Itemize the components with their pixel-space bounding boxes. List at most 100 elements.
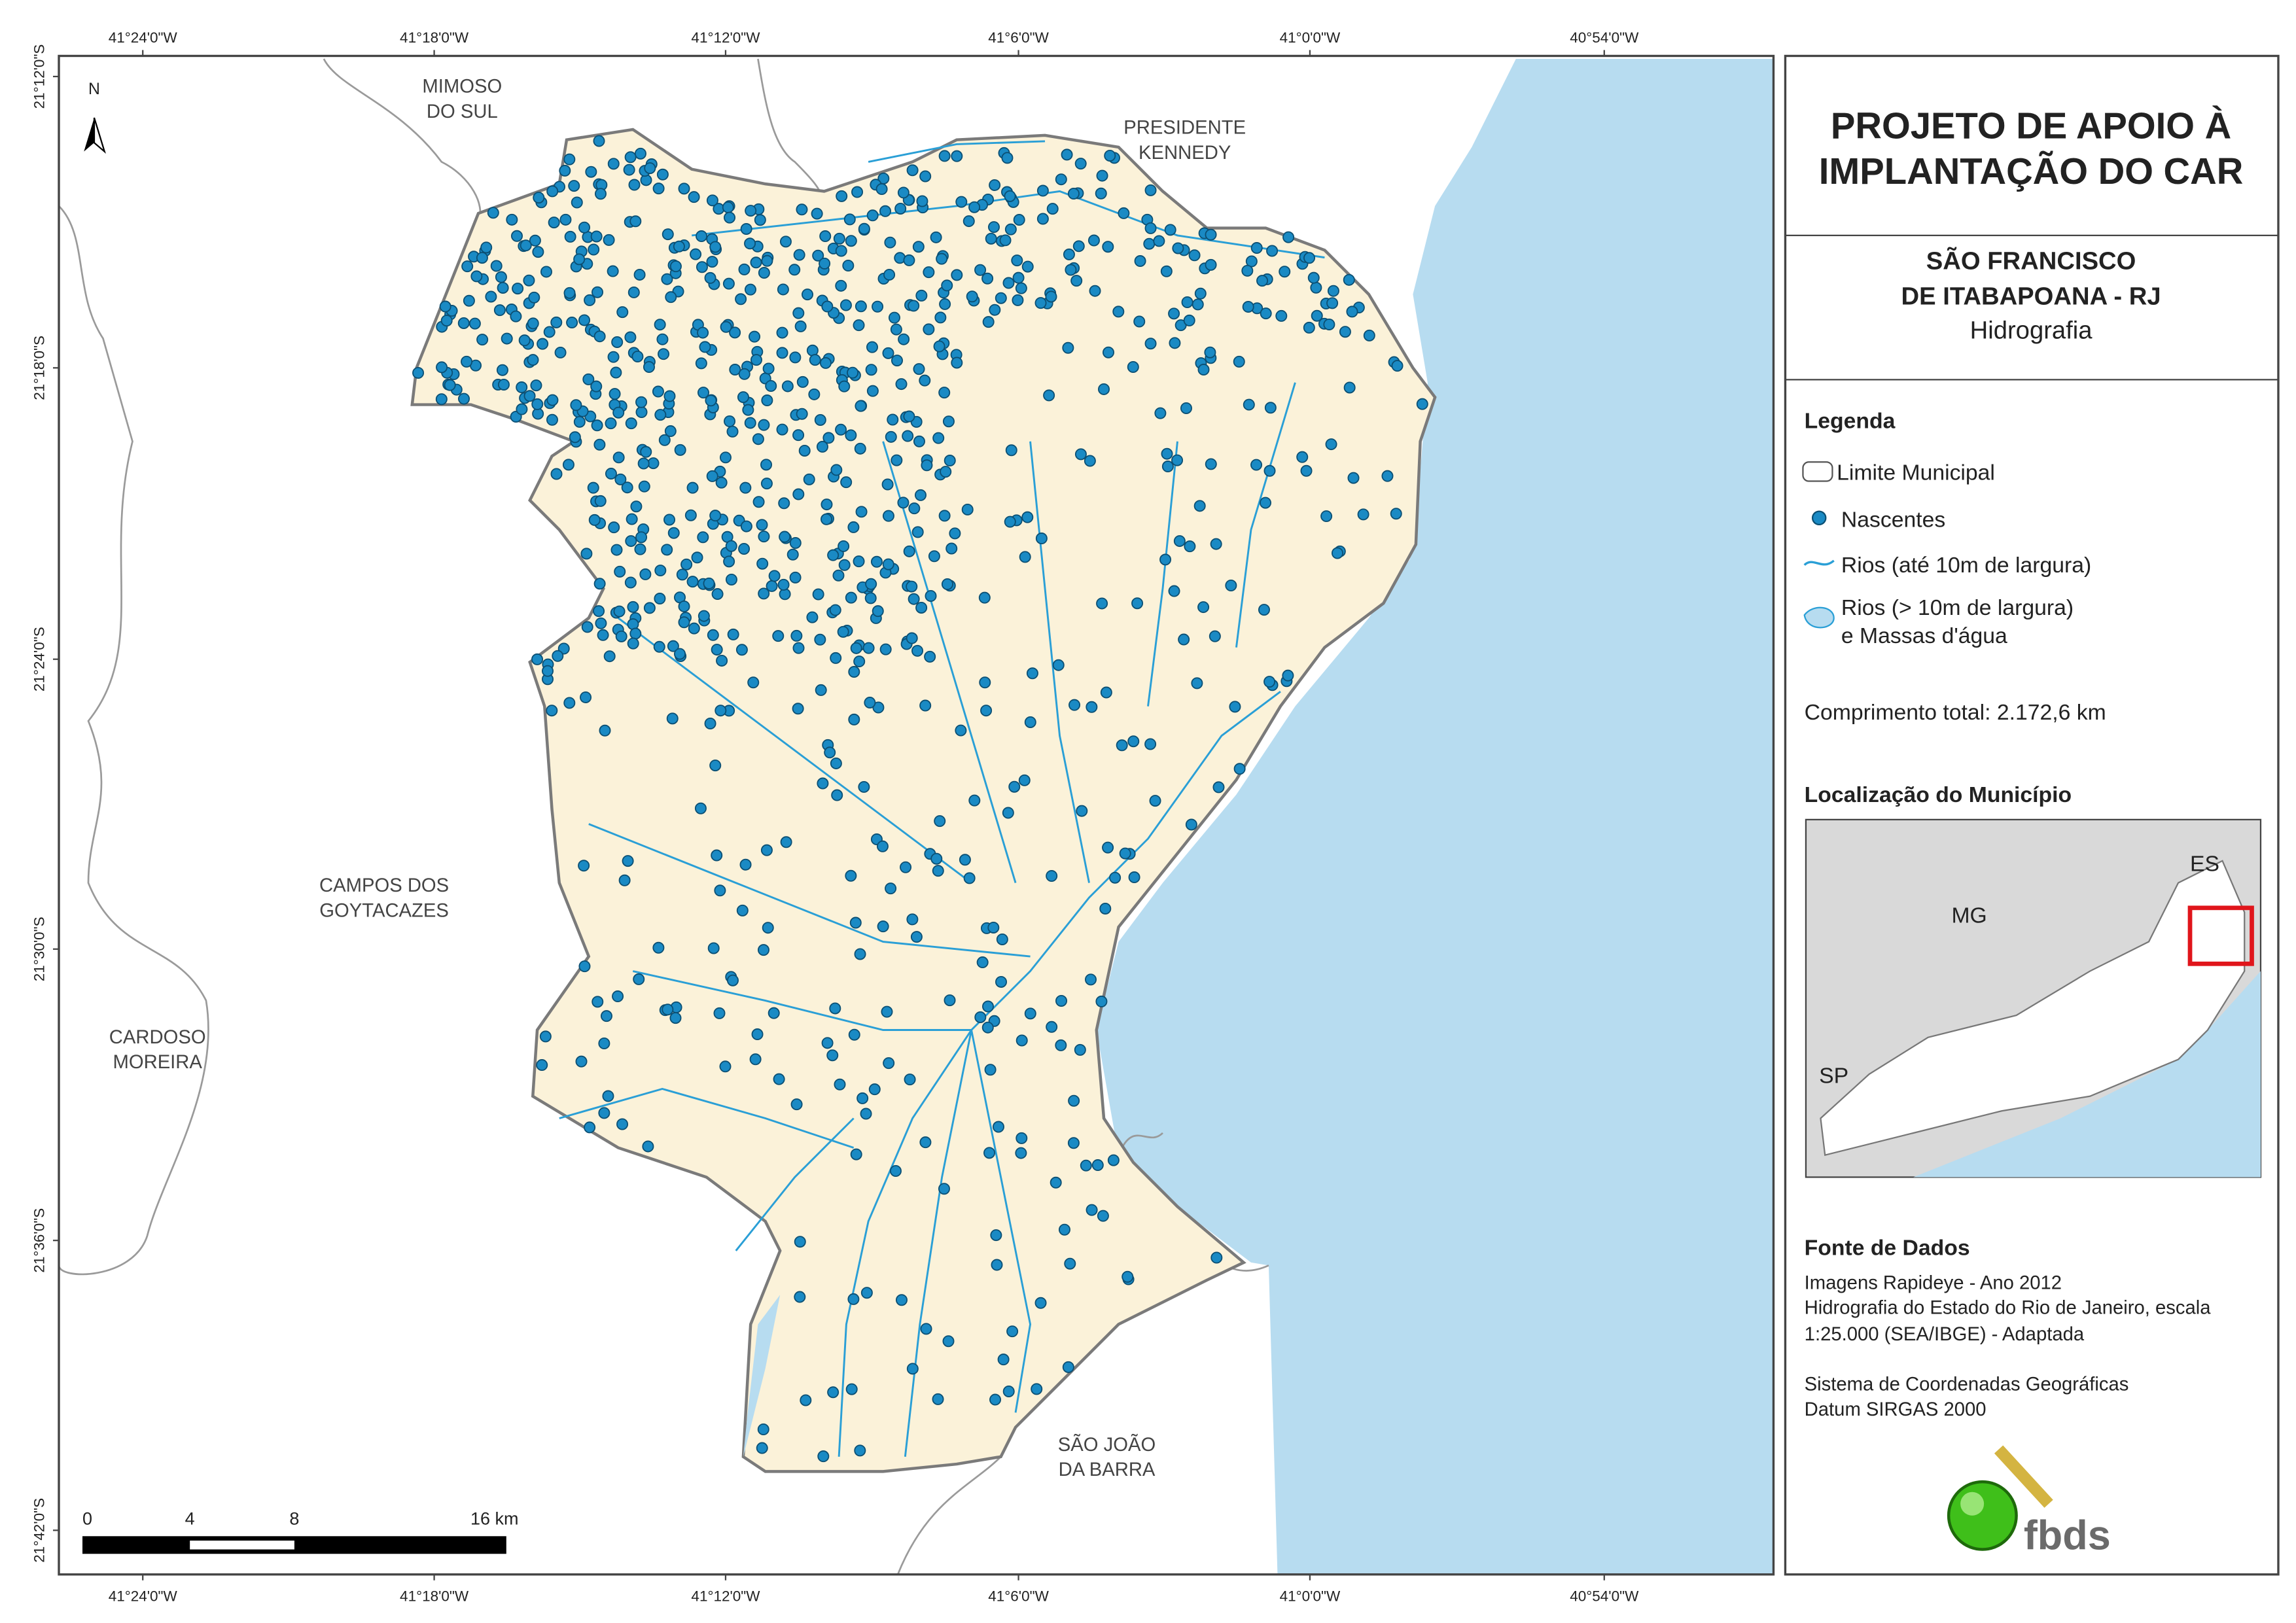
spring: [697, 531, 709, 544]
spring: [1149, 795, 1161, 807]
spring: [1153, 235, 1165, 247]
spring: [1160, 265, 1173, 277]
longitude-label: 41°0'0"W: [1280, 1588, 1341, 1604]
spring: [599, 724, 611, 737]
latitude-label: 21°42'0"S: [31, 1498, 48, 1563]
spring: [757, 1423, 769, 1435]
spring: [1363, 329, 1375, 341]
spring: [532, 408, 544, 420]
inset-label: MG: [1951, 903, 1987, 928]
spring: [834, 1078, 846, 1091]
inset-state: [1820, 860, 2246, 1157]
spring: [673, 648, 686, 660]
spring: [881, 1005, 893, 1018]
spring: [1015, 1147, 1027, 1159]
spring: [440, 315, 453, 327]
spring: [594, 188, 607, 200]
spring: [1035, 532, 1048, 545]
spring: [621, 481, 633, 494]
spring: [779, 236, 792, 248]
spring: [875, 183, 888, 196]
spring: [1002, 277, 1015, 289]
spring: [1102, 241, 1114, 253]
spring: [760, 844, 773, 856]
spring: [1185, 818, 1197, 831]
spring: [1067, 188, 1080, 200]
spring: [792, 488, 805, 500]
spring: [780, 836, 792, 848]
spring: [938, 510, 951, 522]
spring: [911, 644, 924, 657]
spring: [904, 1073, 916, 1086]
spring: [719, 451, 732, 464]
lagoon: [743, 1295, 781, 1457]
spring: [591, 419, 603, 432]
spring: [836, 190, 848, 202]
spring: [990, 1229, 1002, 1242]
spring: [790, 629, 803, 642]
spring: [1173, 535, 1186, 548]
spring: [1004, 223, 1017, 236]
spring: [470, 270, 483, 283]
spring: [803, 473, 815, 485]
spring: [1016, 1132, 1028, 1144]
spring: [1016, 1034, 1028, 1047]
spring: [520, 239, 532, 252]
spring: [1390, 508, 1402, 520]
logo-bar: [1994, 1445, 2053, 1508]
spring: [756, 519, 768, 531]
spring: [835, 423, 847, 436]
spring: [725, 540, 737, 552]
spring: [984, 1064, 997, 1076]
spring: [1210, 538, 1222, 550]
spring: [740, 222, 752, 235]
spring: [895, 378, 908, 391]
spring: [706, 470, 718, 482]
legend-item: e Massas d'água: [1841, 623, 2007, 648]
spring: [633, 268, 646, 281]
spring: [738, 263, 751, 275]
spring: [891, 355, 903, 367]
spring: [614, 565, 626, 578]
spring: [664, 425, 677, 438]
spring: [915, 601, 928, 614]
spring: [612, 990, 624, 1003]
source-line: Sistema de Coordenadas Geográficas: [1805, 1374, 2129, 1395]
spring: [1134, 255, 1146, 268]
spring: [1209, 630, 1221, 642]
spring: [667, 640, 679, 652]
spring: [1266, 245, 1279, 257]
spring: [757, 944, 769, 956]
spring: [758, 267, 770, 279]
spring: [1191, 677, 1203, 689]
spring: [812, 249, 824, 262]
spring: [987, 921, 1000, 934]
spring: [997, 1353, 1010, 1366]
spring: [1343, 381, 1356, 394]
spring: [906, 580, 918, 593]
spring: [847, 1293, 860, 1305]
spring: [735, 644, 748, 656]
spring: [654, 565, 667, 577]
spring: [663, 390, 676, 402]
spring: [1205, 258, 1217, 271]
spring: [627, 286, 640, 298]
spring: [761, 254, 773, 267]
spring: [530, 379, 542, 392]
spring: [865, 578, 877, 590]
spring: [1065, 264, 1077, 276]
spring: [789, 351, 802, 364]
spring: [944, 455, 956, 467]
spring: [903, 545, 915, 557]
spring: [1036, 184, 1049, 197]
spring: [854, 1444, 866, 1457]
spring: [1062, 1361, 1074, 1373]
spring: [928, 550, 940, 563]
spring: [723, 555, 735, 568]
spring: [625, 535, 637, 548]
spring: [1021, 511, 1034, 523]
spring: [1144, 184, 1157, 196]
spring: [635, 531, 648, 544]
spring: [634, 543, 646, 555]
